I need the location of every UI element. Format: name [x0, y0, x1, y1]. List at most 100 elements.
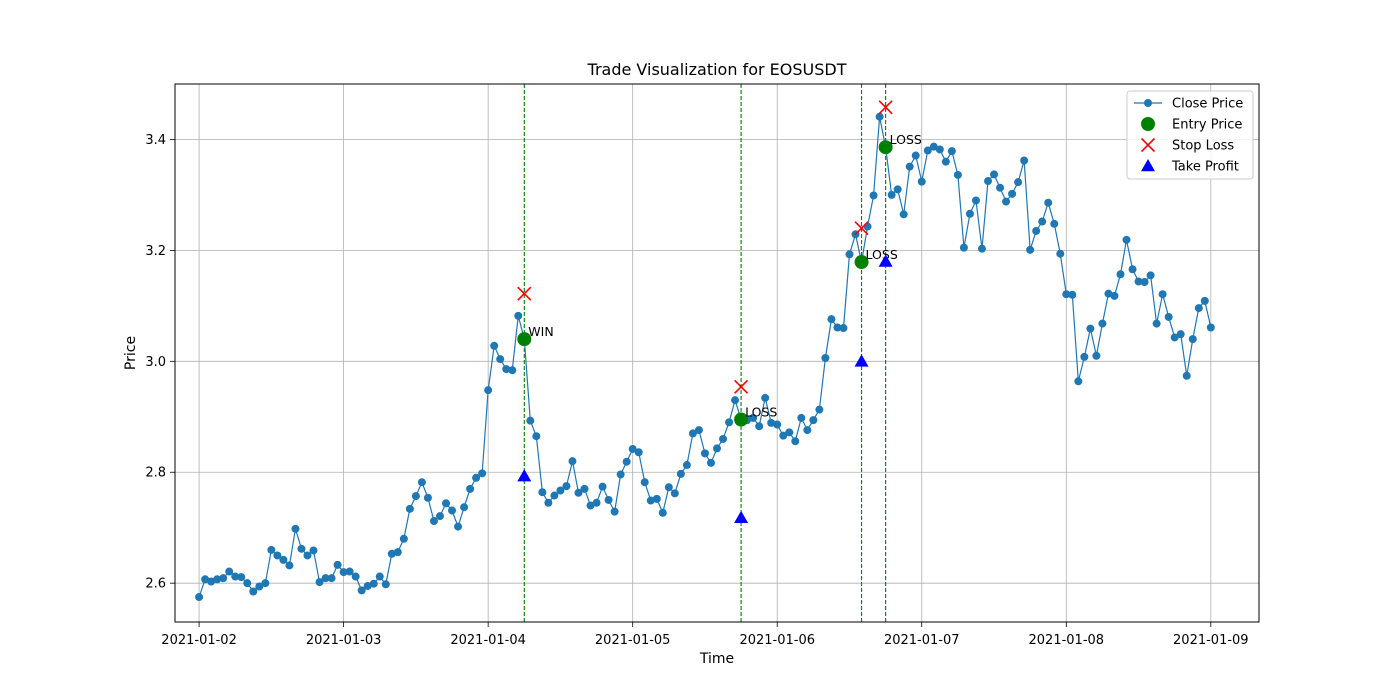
- close-price-point: [580, 484, 589, 493]
- close-price-point: [935, 145, 944, 154]
- close-price-point: [670, 489, 679, 498]
- close-price-point: [731, 396, 740, 405]
- close-price-point: [387, 549, 396, 558]
- close-price-point: [568, 457, 577, 466]
- close-price-point: [773, 420, 782, 429]
- take-profit-marker: [854, 354, 869, 367]
- legend-swatch-dot: [1144, 99, 1152, 107]
- close-price-point: [604, 495, 613, 504]
- close-price-point: [1098, 319, 1107, 328]
- entry-price-marker: [734, 412, 749, 427]
- close-price-point: [845, 250, 854, 259]
- x-tick-label: 2021-01-02: [161, 633, 237, 648]
- close-price-point: [508, 366, 517, 375]
- x-tick-label: 2021-01-06: [739, 633, 815, 648]
- close-price-point: [544, 498, 553, 507]
- close-price-point: [1110, 291, 1119, 300]
- legend-swatch-take-profit: [1141, 159, 1155, 172]
- close-price-point: [1134, 277, 1143, 286]
- close-price-point: [273, 551, 282, 560]
- close-price-point: [1032, 226, 1041, 235]
- close-price-point: [381, 580, 390, 589]
- close-price-point: [1080, 352, 1089, 361]
- close-price-point: [1038, 217, 1047, 226]
- x-tick-label: 2021-01-05: [595, 633, 671, 648]
- close-price-point: [369, 579, 378, 588]
- close-price-point: [827, 315, 836, 324]
- close-price-point: [399, 534, 408, 543]
- close-price-point: [996, 183, 1005, 192]
- close-price-point: [393, 548, 402, 557]
- close-price-point: [435, 512, 444, 521]
- close-price-point: [1170, 333, 1179, 342]
- close-price-point: [809, 416, 818, 425]
- y-tick-label: 3.0: [145, 355, 166, 370]
- close-price-point: [279, 555, 288, 564]
- close-price-point: [598, 482, 607, 491]
- x-tick-label: 2021-01-04: [450, 633, 526, 648]
- close-price-point: [255, 582, 264, 591]
- close-price-point: [1002, 197, 1011, 206]
- legend-label: Take Profit: [1171, 160, 1239, 175]
- close-price-point: [207, 577, 216, 586]
- close-price-point: [646, 496, 655, 505]
- close-price-point: [791, 437, 800, 446]
- x-ticks: 2021-01-02 2021-01-03 2021-01-04 2021-01-05…: [161, 622, 1249, 648]
- close-price-point: [911, 151, 920, 160]
- take-profit-marker: [517, 469, 532, 482]
- close-price-point: [1044, 198, 1053, 207]
- y-tick-label: 3.2: [145, 244, 166, 259]
- legend-swatch-stop-loss: [1140, 137, 1156, 153]
- close-price-point: [694, 426, 703, 435]
- legend-label: Entry Price: [1172, 118, 1242, 133]
- y-axis-label: Price: [123, 336, 139, 370]
- close-price-point: [971, 196, 980, 205]
- close-price-point: [869, 191, 878, 200]
- close-price-point: [417, 478, 426, 487]
- close-price-point: [616, 470, 625, 479]
- close-price-point: [586, 501, 595, 510]
- close-price-point: [502, 365, 511, 374]
- close-price-point: [460, 503, 469, 512]
- close-price-point: [688, 429, 697, 438]
- take-profit-marker: [734, 510, 749, 523]
- close-price-point: [466, 484, 475, 493]
- close-price-point: [484, 386, 493, 395]
- y-tick-label: 2.8: [145, 466, 166, 481]
- close-price-point: [1188, 335, 1197, 344]
- close-price-point: [984, 177, 992, 186]
- close-price-point: [622, 457, 631, 466]
- close-price-point: [1074, 377, 1083, 386]
- close-price-point: [550, 491, 559, 500]
- close-price-point: [1062, 290, 1071, 299]
- legend-box: [1126, 90, 1254, 180]
- close-price-point: [514, 311, 523, 320]
- close-price-point: [249, 587, 258, 596]
- close-price-point: [345, 567, 354, 576]
- close-price-point: [1128, 265, 1137, 274]
- close-price-point: [1122, 235, 1131, 244]
- x-axis-label: Time: [699, 651, 734, 667]
- close-price-point: [1182, 371, 1191, 380]
- close-price-point: [1176, 330, 1185, 339]
- entry-price-marker: [854, 255, 869, 270]
- close-price-point: [1026, 245, 1035, 254]
- close-price-point: [749, 413, 758, 422]
- legend: Close Price Entry Price Stop Loss Take Prof…: [1126, 90, 1254, 180]
- entry-price-marker: [517, 332, 532, 347]
- close-price-point: [977, 244, 986, 253]
- close-price-point: [303, 551, 312, 560]
- close-price-point: [478, 469, 487, 478]
- close-price-point: [496, 355, 505, 364]
- close-price-point: [1206, 323, 1215, 332]
- close-price-point: [761, 393, 770, 402]
- close-price-point: [225, 567, 234, 576]
- close-price-point: [1116, 270, 1125, 279]
- close-price-point: [333, 560, 342, 569]
- close-price-point: [195, 593, 204, 602]
- close-price-point: [706, 458, 715, 467]
- close-price-point: [797, 413, 806, 422]
- trade-markers: WIN LOSS LOSS LOSS: [517, 100, 922, 523]
- close-price-point: [652, 494, 661, 503]
- close-price-point: [947, 147, 956, 156]
